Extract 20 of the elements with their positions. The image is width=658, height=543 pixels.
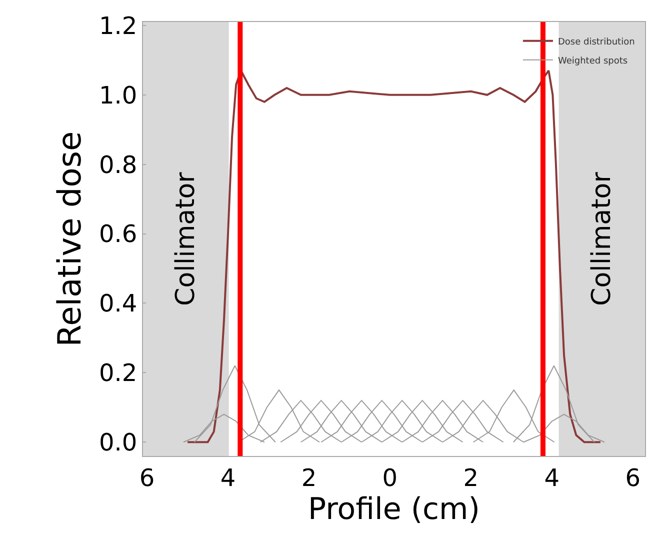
y-tick-label: 0.6 <box>99 220 138 248</box>
x-tick-label: 0 <box>382 464 398 492</box>
band-label: Collimator <box>586 172 617 306</box>
band-label: Collimator <box>170 172 201 306</box>
legend-label: Weighted spots <box>558 56 628 66</box>
y-tick-label: 0.0 <box>99 428 138 457</box>
x-tick-label: 6 <box>139 464 155 492</box>
x-tick-label: 2 <box>301 464 317 492</box>
x-axis-title: Profile (cm) <box>308 492 480 527</box>
x-tick-label: 6 <box>625 464 640 492</box>
legend-label: Dose distribution <box>558 37 635 48</box>
y-axis-title: Relative dose <box>50 131 88 347</box>
x-tick-label: 2 <box>463 464 479 492</box>
y-tick-label: 1.2 <box>99 12 138 40</box>
y-tick-label: 0.8 <box>99 150 138 179</box>
y-tick-label: 0.4 <box>99 290 138 318</box>
x-tick-label: 4 <box>220 464 236 492</box>
y-tick-label: 0.2 <box>99 359 138 388</box>
y-tick-label: 1.0 <box>99 81 138 110</box>
x-tick-label: 4 <box>544 464 560 492</box>
